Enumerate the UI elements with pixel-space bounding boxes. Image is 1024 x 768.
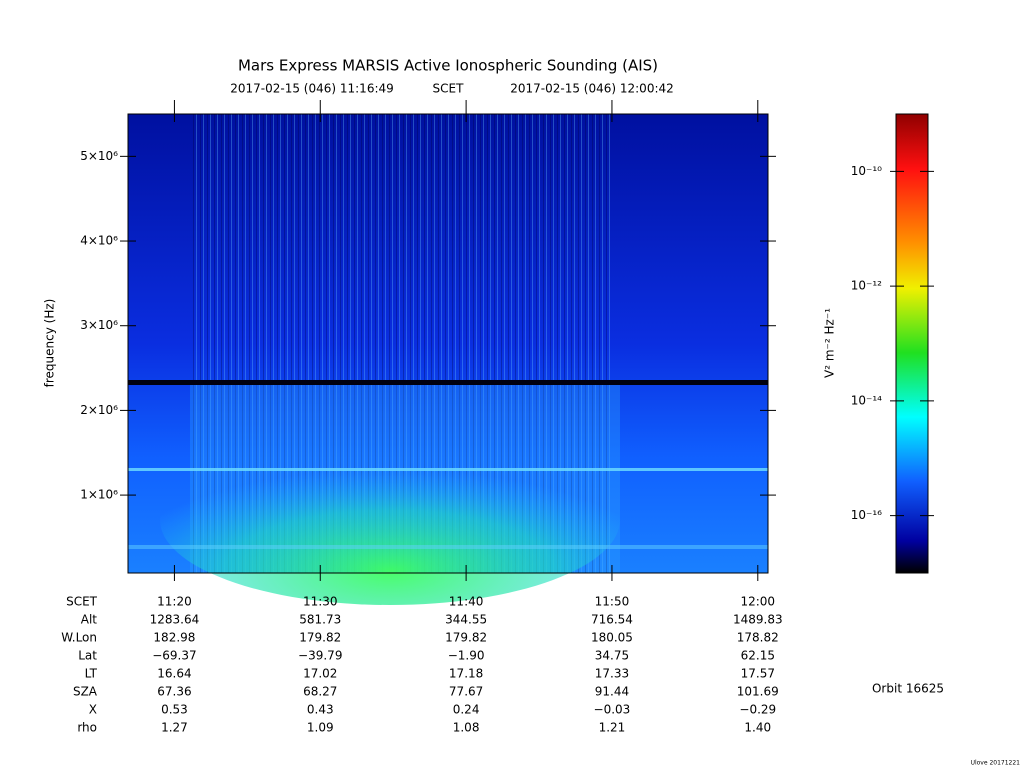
row-label: Alt [81,613,98,627]
table-value: 16.64 [157,667,191,681]
row-label: SZA [73,685,98,699]
table-value: −1.90 [448,649,485,663]
table-value: 0.24 [453,703,480,717]
table-value: 178.82 [737,631,779,645]
colorbar [895,113,929,574]
row-label: W.Lon [61,631,97,645]
table-value: 1.40 [744,721,771,735]
x-tick-label: 12:00 [740,595,775,609]
table-value: 0.53 [161,703,188,717]
table-value: 17.57 [741,667,775,681]
table-value: 179.82 [445,631,487,645]
colorbar-tick-label: 10⁻¹² [851,279,882,293]
time-label: SCET [433,82,465,96]
colorbar-tick-label: 10⁻¹⁰ [851,164,882,178]
table-value: 101.69 [737,685,779,699]
table-value: 1.21 [599,721,626,735]
x-tick-label: 11:20 [157,595,192,609]
row-label: Lat [78,649,97,663]
y-axis-label: frequency (Hz) [43,299,57,388]
table-value: 0.43 [307,703,334,717]
table-value: 1489.83 [733,613,783,627]
x-tick-label: 11:40 [449,595,484,609]
table-value: 1.27 [161,721,188,735]
table-value: 180.05 [591,631,633,645]
table-value: −0.29 [739,703,776,717]
table-value: 17.18 [449,667,483,681]
table-value: 68.27 [303,685,337,699]
table-value: 182.98 [153,631,195,645]
row-label: SCET [66,595,98,609]
colorbar-label: V² m⁻² Hz⁻¹ [823,308,837,378]
table-value: 344.55 [445,613,487,627]
footer: Ulove 20171221 [971,760,1021,767]
table-value: −39.79 [298,649,342,663]
table-value: 581.73 [299,613,341,627]
y-tick-label: 1×10⁶ [80,488,118,502]
table-value: 91.44 [595,685,629,699]
table-value: 716.54 [591,613,633,627]
y-tick-label: 4×10⁶ [80,234,118,248]
spectrogram [127,113,769,605]
table-value: −0.03 [594,703,631,717]
table-value: 1283.64 [150,613,200,627]
y-tick-label: 5×10⁶ [80,149,118,163]
start-time: 2017-02-15 (046) 11:16:49 [230,82,394,96]
colorbar-tick-label: 10⁻¹⁴ [851,393,882,407]
table-value: 179.82 [299,631,341,645]
y-tick-label: 2×10⁶ [80,403,118,417]
table-value: 17.33 [595,667,629,681]
orbit: Orbit 16625 [872,682,944,696]
row-label: LT [85,667,98,681]
x-tick-label: 11:30 [303,595,338,609]
end-time: 2017-02-15 (046) 12:00:42 [510,82,674,96]
x-tick-label: 11:50 [595,595,630,609]
colorbar-tick-label: 10⁻¹⁶ [851,508,882,522]
row-label: X [89,703,97,717]
y-tick-label: 3×10⁶ [80,318,118,332]
row-label: rho [77,721,97,735]
table-value: 62.15 [741,649,775,663]
table-value: −69.37 [152,649,196,663]
table-value: 1.08 [453,721,480,735]
table-value: 17.02 [303,667,337,681]
table-value: 77.67 [449,685,483,699]
table-value: 1.09 [307,721,334,735]
table-value: 67.36 [157,685,191,699]
table-value: 34.75 [595,649,629,663]
chart-title: Mars Express MARSIS Active Ionospheric S… [238,57,658,75]
